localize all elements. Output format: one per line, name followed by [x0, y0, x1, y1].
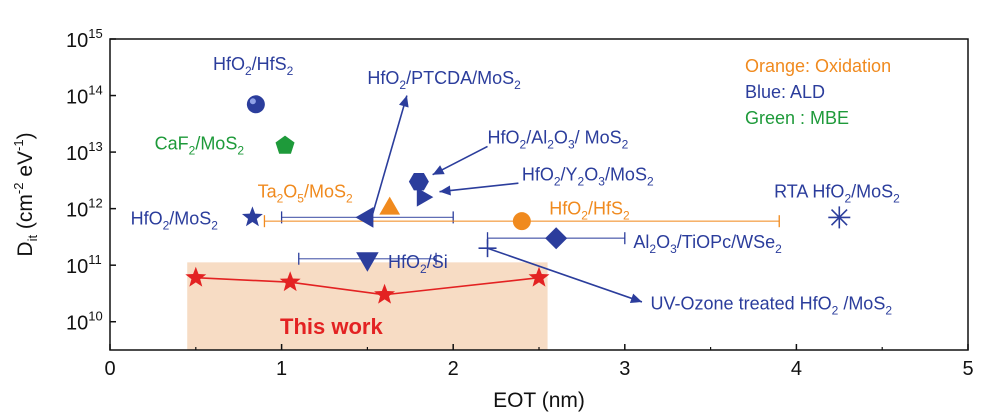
this-work-label: This work	[280, 314, 383, 339]
lbl-hfo2-al2o3-mos2: HfO2/Al2O3/ MoS2	[488, 128, 629, 152]
this-work-star-0	[185, 266, 207, 287]
x-tick-label: 4	[791, 358, 802, 380]
legend: Orange: Oxidation Blue: ALD Green : MBE	[745, 56, 891, 128]
lbl-caf2-mos2: CaF2/MoS2	[155, 133, 245, 157]
hfo2-hfs2-oxidation-marker	[512, 212, 531, 231]
hfo2-hfs2-ald-marker-shine	[249, 98, 256, 105]
this-work-star-3	[528, 266, 550, 287]
y-axis-title: Dit (cm-2 eV-1)	[11, 132, 40, 256]
annotation-arrows	[371, 95, 643, 304]
hfo2-y2o3-mos2-marker	[416, 187, 434, 207]
x-tick-label: 0	[104, 358, 115, 380]
lbl-hfo2-hfs2-oxidation: HfO2/HfS2	[549, 198, 630, 222]
arrow-al2o3-head	[432, 165, 445, 175]
hfo2-hfs2-ald-marker	[246, 95, 265, 114]
legend-ald: Blue: ALD	[745, 82, 825, 102]
rta-hfo2-mos2-marker-ray	[830, 209, 848, 226]
data-markers	[185, 95, 851, 304]
al2o3-tiopc-wse2-marker	[545, 227, 568, 250]
x-tick-label: 2	[448, 358, 459, 380]
lbl-rta-hfo2-mos2: RTA HfO2/MoS2	[774, 181, 900, 205]
this-work-highlight-region	[187, 262, 548, 350]
arrow-uv-ozone-head	[629, 293, 642, 304]
data-labels: HfO2/HfS2 HfO2/PTCDA/MoS2 CaF2/MoS2 HfO2/Al…	[131, 54, 901, 317]
legend-mbe: Green : MBE	[745, 108, 849, 128]
hfo2-al2o3-mos2-marker	[408, 172, 429, 191]
y-tick-label: 1011	[66, 252, 102, 278]
this-work-line	[195, 276, 540, 296]
y-tick-label: 1010	[66, 309, 103, 335]
y-tick-label: 1015	[66, 26, 103, 52]
y-tick-label: 1012	[66, 196, 103, 222]
x-tick-label: 5	[962, 358, 973, 380]
hfo2-si-marker	[356, 252, 379, 272]
arrow-ptcda-head	[399, 95, 409, 108]
arrow-y2o3-line	[439, 182, 519, 193]
arrow-y2o3-head	[439, 185, 451, 196]
lbl-hfo2-ptcda-mos2: HfO2/PTCDA/MoS2	[367, 68, 521, 92]
this-work-star-1	[279, 271, 301, 292]
lbl-hfo2-si: HfO2/Si	[388, 252, 448, 276]
lbl-uv-ozone: UV-Ozone treated HfO2 /MoS2	[651, 293, 893, 317]
hfo2-ptcda-mos2-marker	[355, 207, 374, 228]
this-work-connector	[195, 276, 540, 296]
lbl-hfo2-hfs2-ald: HfO2/HfS2	[213, 54, 294, 78]
this-work-star-2	[374, 283, 396, 304]
x-axis-title: EOT (nm)	[493, 389, 585, 412]
ta2o5-mos2-marker	[379, 196, 401, 215]
x-tick-label: 3	[619, 358, 630, 380]
y-tick-label: 1014	[66, 83, 103, 109]
arrow-ptcda-line	[371, 95, 408, 215]
lbl-ta2o5-mos2: Ta2O5/MoS2	[258, 181, 353, 205]
legend-oxidation: Orange: Oxidation	[745, 56, 891, 76]
tick-marks: 0 1 2 3 4 5 1010 1011 1012 1013 1014 1015	[66, 26, 974, 380]
hfo2-mos2-marker	[241, 206, 263, 227]
lbl-hfo2-y2o3-mos2: HfO2/Y2O3/MoS2	[522, 164, 654, 188]
caf2-mos2-marker	[275, 135, 295, 154]
arrow-uv-ozone-line	[487, 247, 643, 303]
y-tick-label: 1013	[66, 139, 103, 165]
x-tick-label: 1	[276, 358, 287, 380]
lbl-al2o3-tiopc-wse2: Al2O3/TiOPc/WSe2	[633, 232, 782, 256]
lbl-hfo2-mos2: HfO2/MoS2	[131, 208, 219, 232]
